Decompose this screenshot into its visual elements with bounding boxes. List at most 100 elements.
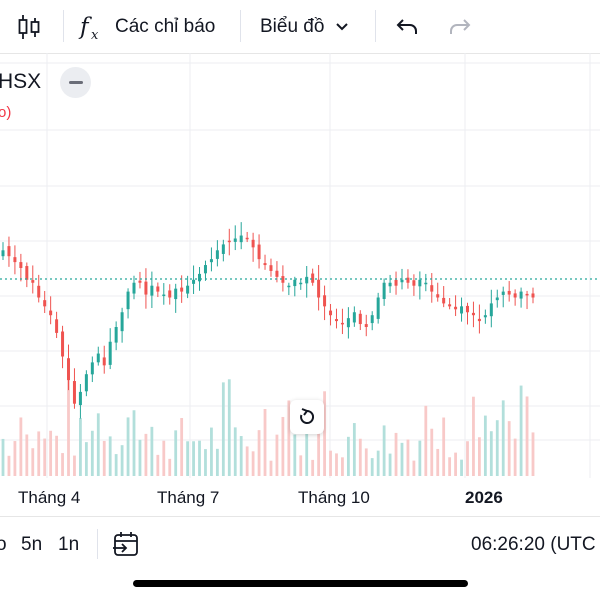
reset-icon: [300, 408, 315, 424]
volume-bar: [90, 430, 94, 476]
volume-bar: [79, 417, 82, 476]
symbol-sublabel: o): [0, 104, 12, 121]
volume-bar: [96, 413, 100, 476]
candle: [424, 282, 428, 285]
candle: [102, 357, 106, 366]
candle: [406, 277, 410, 283]
volume-bar: [364, 448, 368, 476]
candle: [43, 300, 47, 307]
volume-bar: [489, 431, 493, 476]
candle: [358, 313, 362, 325]
volume-bar: [269, 460, 273, 476]
candle: [61, 331, 65, 357]
candle: [239, 235, 243, 243]
volume-bar: [144, 433, 148, 476]
volume-bar: [102, 440, 106, 476]
volume-bar: [394, 432, 398, 476]
chart-type-label: Biểu đồ: [260, 15, 325, 37]
candles-icon[interactable]: [12, 0, 46, 53]
volume-bar: [210, 427, 213, 476]
x-axis-label: Tháng 4: [18, 488, 81, 507]
volume-bar: [341, 457, 344, 476]
collapse-legend-button[interactable]: [60, 67, 91, 98]
candle: [162, 294, 166, 297]
volume-bar: [275, 434, 279, 476]
candle: [180, 287, 184, 292]
volume-bar: [323, 391, 326, 476]
candle: [13, 257, 17, 263]
candle: [49, 310, 53, 316]
candle: [221, 244, 225, 254]
candle: [227, 240, 231, 243]
candle: [138, 280, 142, 283]
candle: [305, 276, 309, 284]
volume-bar: [168, 458, 172, 476]
x-axis-label: Tháng 10: [298, 488, 370, 507]
candle: [90, 362, 94, 375]
volume-bar: [31, 448, 35, 476]
range-1y-button[interactable]: 1n: [58, 534, 80, 555]
volume-bar: [120, 445, 124, 476]
clock-time: 06:26:20 (UTC: [471, 534, 596, 555]
volume-bar: [257, 430, 261, 476]
volume-bar: [13, 441, 17, 476]
candle: [144, 281, 148, 295]
candle: [287, 285, 291, 288]
volume-bar: [442, 417, 446, 476]
candle: [430, 285, 434, 292]
volume-bar: [400, 442, 404, 476]
volume-bar: [263, 408, 267, 476]
candle: [471, 312, 475, 316]
volume-bar: [352, 423, 356, 476]
volume-bar: [525, 396, 529, 476]
candle: [352, 312, 356, 323]
candle: [489, 303, 493, 317]
candle: [388, 282, 392, 287]
price-chart[interactable]: [0, 53, 600, 516]
chart-area[interactable]: [0, 53, 600, 516]
candle: [513, 293, 517, 298]
range-5y-button[interactable]: 5n: [21, 534, 43, 555]
candle: [531, 293, 535, 298]
candle: [192, 279, 196, 284]
candle: [442, 297, 446, 304]
volume-bar: [329, 450, 332, 476]
volume-bar: [519, 385, 523, 476]
range-button[interactable]: o: [0, 534, 7, 555]
candle: [156, 286, 160, 292]
candle: [346, 318, 350, 328]
candle: [364, 324, 368, 327]
volume-bar: [251, 451, 255, 476]
minus-icon: [68, 81, 83, 84]
redo-icon[interactable]: [448, 0, 472, 53]
candle: [132, 282, 136, 294]
volume-bar: [495, 420, 499, 476]
reset-chart-button[interactable]: [290, 400, 324, 434]
volume-bar: [43, 438, 47, 476]
undo-icon[interactable]: [395, 0, 419, 53]
indicators-label: Các chỉ báo: [115, 15, 216, 37]
volume-bar: [132, 410, 136, 476]
volume-bar: [49, 430, 53, 476]
volume-bar: [174, 430, 178, 476]
candle: [31, 280, 35, 283]
volume-bar: [501, 400, 505, 476]
x-axis-label: 2026: [465, 488, 503, 507]
volume-bar: [186, 441, 190, 476]
candle: [465, 305, 469, 313]
goto-date-icon[interactable]: [112, 530, 142, 563]
volume-bar: [108, 436, 112, 476]
candle: [245, 237, 249, 240]
x-axis-label: Tháng 7: [157, 488, 220, 507]
chart-type-button[interactable]: Biểu đồ: [260, 0, 349, 53]
candle: [323, 295, 327, 307]
volume-bar: [84, 442, 88, 476]
volume-bar: [192, 441, 195, 476]
candle: [72, 381, 76, 404]
candle: [186, 285, 190, 294]
volume-bar: [239, 436, 243, 476]
volume-bar: [293, 434, 297, 476]
